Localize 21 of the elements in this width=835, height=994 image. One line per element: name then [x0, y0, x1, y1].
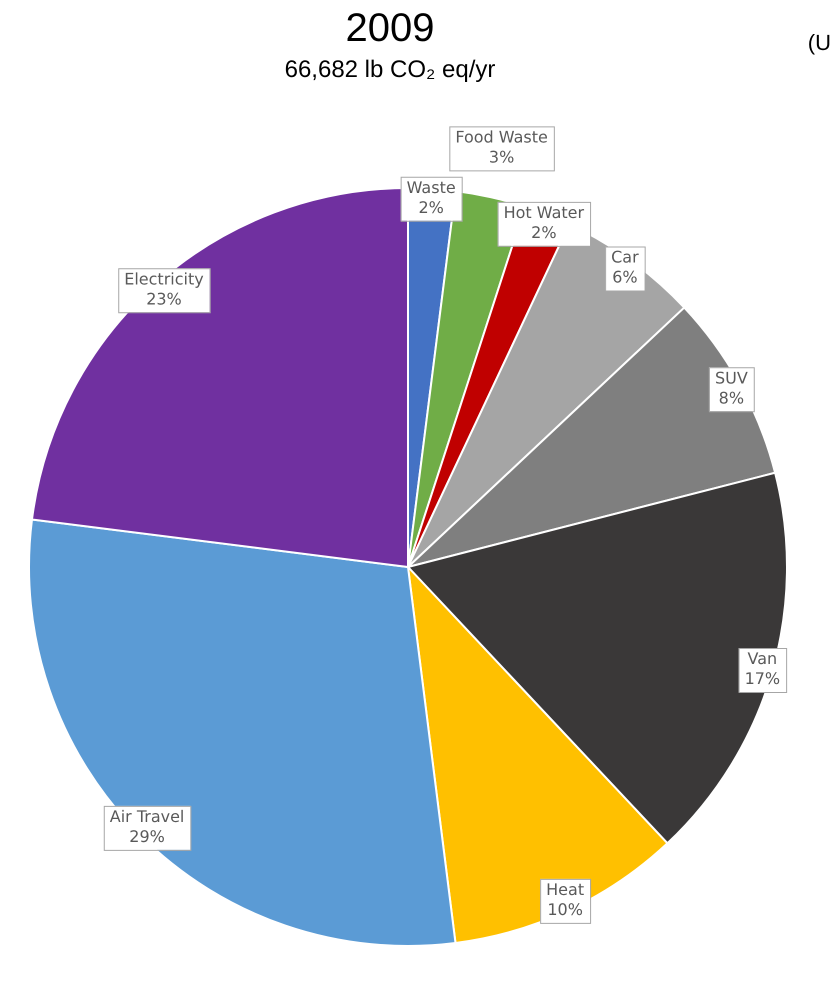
chart-subtitle: 66,682 lb CO₂ eq/yr — [284, 56, 496, 84]
chart-title: 2009 — [344, 6, 436, 51]
slice-label: Car — [611, 248, 640, 267]
text: (U — [808, 30, 831, 56]
data-label: 2% — [531, 223, 557, 242]
data-label: 8% — [718, 388, 744, 408]
slice-label: Air Travel — [110, 807, 184, 826]
data-label: 2% — [418, 198, 444, 217]
slice-label: Electricity — [124, 269, 204, 288]
slice-label: Food Waste — [455, 127, 548, 146]
data-label: 3% — [488, 147, 514, 166]
slice-label: Waste — [406, 178, 456, 197]
data-label: 10% — [547, 900, 583, 920]
slice-label: Hot Water — [504, 203, 584, 222]
data-label: 29% — [129, 827, 165, 846]
data-label: 23% — [146, 289, 182, 308]
slice-label: Van — [748, 649, 778, 668]
data-label: 17% — [744, 669, 780, 688]
slice-label: SUV — [714, 368, 748, 388]
data-label: 6% — [612, 268, 638, 287]
slice-label: Heat — [546, 880, 584, 900]
